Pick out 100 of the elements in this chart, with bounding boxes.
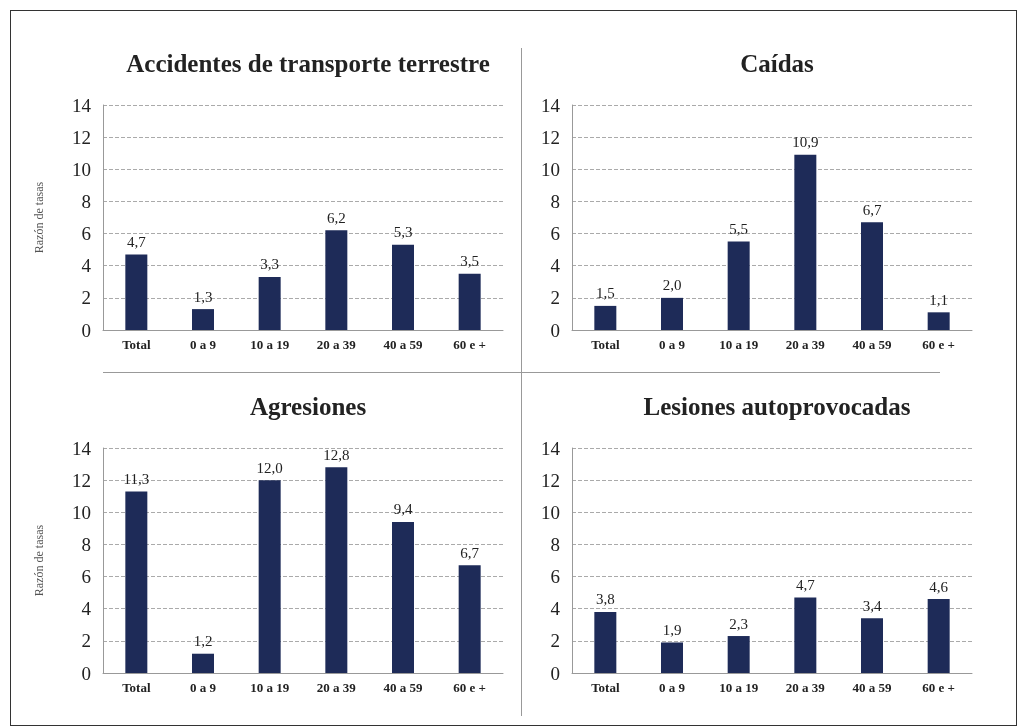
bar <box>325 467 348 673</box>
y-tick-label: 8 <box>81 190 91 212</box>
bar <box>392 244 414 330</box>
bar <box>794 597 817 673</box>
x-tick-label: 60 e + <box>922 680 956 695</box>
y-tick-label: 12 <box>72 126 91 148</box>
bar <box>125 491 148 673</box>
chart-title: Accidentes de transporte terrestre <box>126 50 490 77</box>
y-tick-label: 4 <box>550 598 561 620</box>
data-label: 6,7 <box>862 201 882 218</box>
y-axis-title: Razón de tasas <box>32 524 46 597</box>
x-tick-label: 10 a 19 <box>719 680 759 695</box>
bar <box>458 273 481 330</box>
data-label: 1,1 <box>929 291 949 308</box>
x-tick-label: 20 a 39 <box>316 337 357 352</box>
bar <box>125 254 148 330</box>
data-label: 4,7 <box>126 233 147 250</box>
y-tick-label: 14 <box>541 94 561 116</box>
x-tick-label: 60 e + <box>453 337 487 352</box>
chart-title: Caídas <box>740 50 815 77</box>
data-label: 12,8 <box>323 446 350 463</box>
y-tick-label: 14 <box>72 94 92 116</box>
data-label: 3,8 <box>595 591 615 608</box>
bar <box>727 241 750 330</box>
y-tick-label: 14 <box>72 437 92 459</box>
data-label: 4,7 <box>795 576 816 593</box>
y-tick-label: 8 <box>81 533 91 555</box>
x-tick-label: 60 e + <box>922 337 956 352</box>
x-tick-label: 60 e + <box>453 680 487 695</box>
data-label: 6,7 <box>460 544 480 561</box>
data-label: 3,5 <box>460 253 480 270</box>
x-tick-label: Total <box>122 337 151 352</box>
data-label: 5,5 <box>729 221 749 238</box>
data-label: 3,3 <box>260 256 280 273</box>
chart-title: Lesiones autoprovocadas <box>643 393 911 420</box>
data-label: 9,4 <box>393 501 413 518</box>
data-label: 1,5 <box>595 285 615 302</box>
y-tick-label: 6 <box>81 566 91 588</box>
y-tick-label: 0 <box>81 319 91 341</box>
y-tick-label: 12 <box>541 126 560 148</box>
bar <box>927 312 950 330</box>
bar <box>794 154 817 330</box>
y-tick-label: 4 <box>81 598 92 620</box>
y-axis-title: Razón de tasas <box>32 181 46 254</box>
bar <box>594 611 617 673</box>
y-tick-label: 0 <box>81 662 91 684</box>
data-label: 1,2 <box>193 633 213 650</box>
bar <box>594 305 617 330</box>
y-tick-label: 0 <box>550 662 560 684</box>
y-tick-label: 10 <box>541 501 560 523</box>
y-tick-label: 12 <box>72 469 91 491</box>
x-tick-label: 40 a 59 <box>852 337 892 352</box>
x-tick-label: 0 a 9 <box>659 680 686 695</box>
data-label: 12,0 <box>256 459 283 476</box>
y-tick-label: 12 <box>541 469 560 491</box>
bar <box>661 642 683 673</box>
bar <box>325 230 348 330</box>
data-label: 1,9 <box>662 621 682 638</box>
y-tick-label: 4 <box>81 255 92 277</box>
x-tick-label: 0 a 9 <box>190 337 217 352</box>
y-tick-label: 6 <box>550 223 560 245</box>
x-tick-label: 40 a 59 <box>852 680 892 695</box>
data-label: 4,6 <box>929 578 949 595</box>
bar <box>258 480 281 673</box>
y-tick-label: 2 <box>81 630 91 652</box>
bar <box>861 222 883 330</box>
y-tick-label: 10 <box>541 158 560 180</box>
bar <box>192 653 214 673</box>
x-tick-label: 10 a 19 <box>250 337 290 352</box>
x-tick-label: 20 a 39 <box>316 680 357 695</box>
bar <box>927 599 950 673</box>
y-tick-label: 0 <box>550 319 560 341</box>
y-tick-label: 6 <box>550 566 560 588</box>
y-tick-label: 4 <box>550 255 561 277</box>
x-tick-label: 40 a 59 <box>383 680 423 695</box>
data-label: 10,9 <box>792 134 819 151</box>
data-label: 5,3 <box>393 224 413 241</box>
data-label: 1,3 <box>193 288 213 305</box>
bar <box>258 276 281 330</box>
y-tick-label: 14 <box>541 437 561 459</box>
x-tick-label: 10 a 19 <box>250 680 290 695</box>
y-tick-label: 8 <box>550 533 560 555</box>
x-tick-label: Total <box>122 680 151 695</box>
y-tick-label: 10 <box>72 158 91 180</box>
bar <box>458 565 481 673</box>
bar <box>861 618 883 673</box>
y-tick-label: 2 <box>81 287 91 309</box>
data-label: 3,4 <box>862 597 882 614</box>
y-tick-label: 10 <box>72 501 91 523</box>
x-tick-label: 0 a 9 <box>659 337 686 352</box>
y-tick-label: 2 <box>550 287 560 309</box>
data-label: 6,2 <box>326 209 346 226</box>
bar <box>727 636 750 673</box>
x-tick-label: Total <box>591 337 620 352</box>
bar <box>661 297 683 330</box>
x-tick-label: 0 a 9 <box>190 680 217 695</box>
x-tick-label: Total <box>591 680 620 695</box>
y-tick-label: 6 <box>81 223 91 245</box>
y-tick-label: 8 <box>550 190 560 212</box>
data-label: 11,3 <box>123 470 150 487</box>
